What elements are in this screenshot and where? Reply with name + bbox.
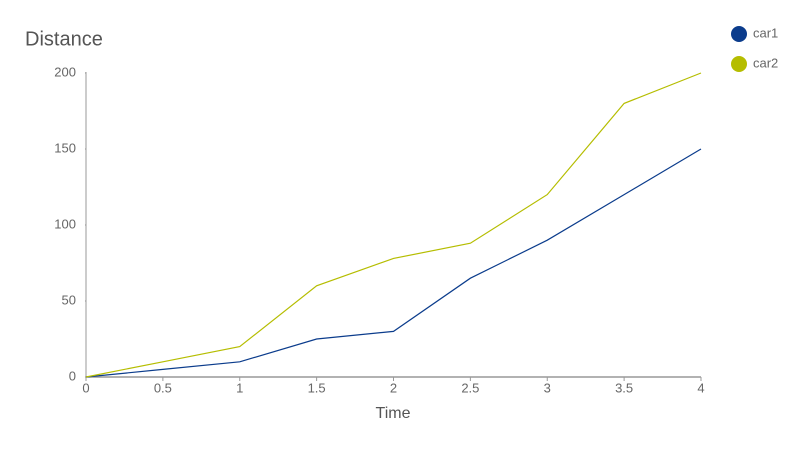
y-tick-label: 150 <box>54 140 76 155</box>
legend-swatch <box>731 26 747 42</box>
y-tick-label: 200 <box>54 64 76 79</box>
x-axis-title: Time <box>376 405 411 422</box>
legend-label: car2 <box>753 55 778 70</box>
x-tick-label: 2 <box>390 380 397 395</box>
x-tick-label: 0.5 <box>154 380 172 395</box>
chart-title: Distance <box>25 28 103 50</box>
x-tick-label: 2.5 <box>461 380 479 395</box>
x-tick-label: 3.5 <box>615 380 633 395</box>
y-tick-label: 50 <box>62 292 76 307</box>
x-tick-label: 1 <box>236 380 243 395</box>
x-tick-label: 4 <box>697 380 704 395</box>
x-tick-label: 0 <box>82 380 89 395</box>
y-tick-label: 100 <box>54 216 76 231</box>
legend-swatch <box>731 56 747 72</box>
series-line <box>85 148 702 378</box>
x-tick-label: 3 <box>544 380 551 395</box>
legend-label: car1 <box>753 25 778 40</box>
x-tick-label: 1.5 <box>308 380 326 395</box>
series-line <box>85 72 702 378</box>
y-tick-label: 0 <box>69 368 76 383</box>
